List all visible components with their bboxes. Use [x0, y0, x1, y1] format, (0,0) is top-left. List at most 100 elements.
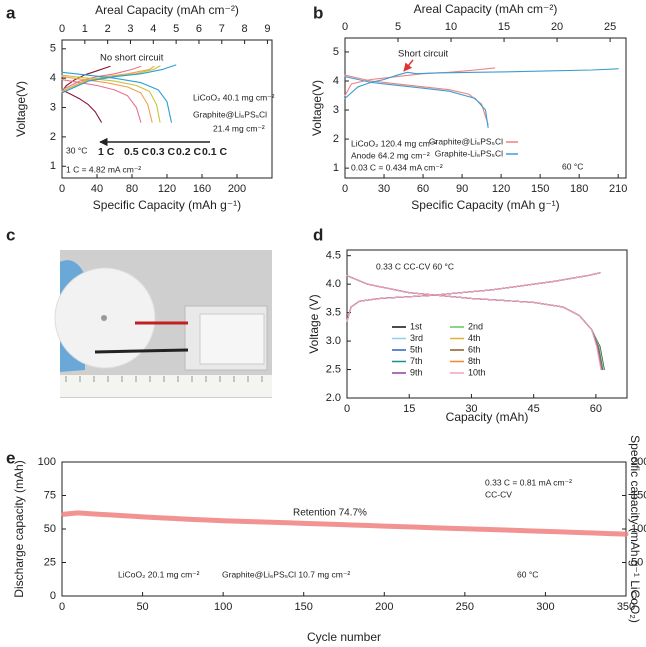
y-tick-label: 2	[50, 131, 56, 143]
y-tick-label: 25	[44, 556, 56, 568]
legend-label: 10th	[468, 367, 486, 377]
annotation: Graphite@Li₆PS₅Cl 10.7 mg cm⁻²	[222, 569, 350, 579]
x-tick-label: 300	[536, 601, 554, 613]
arrow	[403, 59, 414, 72]
annotation: 0.03 C = 0.434 mA cm⁻²	[351, 162, 443, 172]
y-tick-label: 2	[333, 133, 339, 145]
y-tick-label: 5	[333, 46, 339, 58]
y-tick-label: 75	[44, 489, 56, 501]
x-tick-label: 100	[214, 601, 232, 613]
x2-tick-label: 7	[219, 23, 225, 35]
y-tick-label: 4.0	[326, 278, 341, 290]
y-axis-label: Discharge capacity (mAh)	[12, 460, 26, 597]
y-tick-label: 1	[50, 160, 56, 172]
data-line	[61, 76, 153, 123]
legend-label: 2nd	[468, 321, 483, 331]
y-tick-label: 4	[333, 75, 339, 87]
data-line	[61, 64, 177, 94]
panel-label: a	[6, 3, 16, 22]
x-axis-label: Capacity (mAh)	[446, 410, 529, 424]
y-axis-label: Voltage(V)	[310, 80, 324, 136]
x-tick-label: 200	[375, 601, 393, 613]
annotation: LiCoO₂ 20.1 mg cm⁻²	[118, 569, 200, 579]
x-tick-label: 45	[528, 403, 540, 415]
annotation: Graphite@Li₆PS₅Cl	[193, 109, 267, 119]
legend-label: 1 C	[98, 146, 115, 158]
photo	[54, 250, 272, 398]
x-tick-label: 160	[193, 183, 211, 195]
x-tick-label: 0	[342, 183, 348, 195]
y-tick-label: 50	[44, 523, 56, 535]
data-line	[344, 67, 496, 97]
x-tick-label: 60	[417, 183, 429, 195]
x-tick-label: 0	[59, 183, 65, 195]
x-tick-label: 150	[295, 601, 313, 613]
x-tick-label: 0	[59, 601, 65, 613]
y-tick-label: 3	[50, 101, 56, 113]
annotation: Retention 74.7%	[293, 508, 367, 519]
data-line	[61, 71, 172, 123]
legend-label: 0.2 C	[176, 146, 202, 158]
x-tick-label: 90	[456, 183, 468, 195]
x-tick-label: 350	[617, 601, 635, 613]
x-tick-label: 0	[344, 403, 350, 415]
x-tick-label: 180	[570, 183, 588, 195]
x2-tick-label: 2	[105, 23, 111, 35]
x2-axis-label: Areal Capacity (mAh cm⁻²)	[95, 3, 239, 17]
y-axis-label: Voltage (V)	[307, 294, 321, 353]
y2-tick-label: 0	[631, 590, 637, 602]
legend-label: 0.1 C	[202, 146, 228, 158]
y-axis-label: Voltage(V)	[14, 81, 28, 137]
legend-label: 8th	[468, 356, 481, 366]
y-tick-label: 5	[50, 43, 56, 55]
x2-tick-label: 6	[196, 23, 202, 35]
y-tick-label: 1	[333, 162, 339, 174]
x-tick-label: 150	[531, 183, 549, 195]
x-tick-label: 210	[609, 183, 627, 195]
plot-frame	[346, 249, 628, 399]
annotation: No short circuit	[100, 53, 164, 64]
y-tick-label: 4	[50, 72, 56, 84]
x2-tick-label: 1	[82, 23, 88, 35]
legend-label: 9th	[410, 367, 423, 377]
x2-axis-label: Areal Capacity (mAh cm⁻²)	[414, 2, 558, 16]
annotation: LiCoO₂ 120.4 mg cm⁻²	[351, 138, 437, 148]
annotation: LiCoO₂ 40.1 mg cm⁻²	[193, 92, 275, 102]
y2-tick-label: 50	[631, 556, 643, 568]
y-tick-label: 100	[38, 456, 56, 468]
x2-tick-label: 10	[445, 21, 457, 33]
x2-tick-label: 0	[342, 21, 348, 33]
x2-tick-label: 4	[150, 23, 156, 35]
x2-tick-label: 0	[59, 23, 65, 35]
data-line	[346, 272, 601, 322]
panel-label: b	[313, 3, 323, 22]
legend-label: 3rd	[410, 333, 423, 343]
panel-label: e	[6, 448, 15, 467]
data-line	[346, 275, 602, 371]
x2-tick-label: 8	[242, 23, 248, 35]
x-tick-label: 30	[378, 183, 390, 195]
x-tick-label: 60	[590, 403, 602, 415]
y-tick-label: 2.5	[326, 363, 341, 375]
x2-tick-label: 20	[551, 21, 563, 33]
x2-tick-label: 25	[604, 21, 616, 33]
annotation: Short circuit	[398, 49, 449, 60]
plot-frame	[344, 37, 627, 179]
x2-tick-label: 15	[498, 21, 510, 33]
annotation: 0.33 C CC-CV 60 °C	[376, 261, 454, 271]
x-tick-label: 80	[126, 183, 138, 195]
legend-label: 0.3 C	[150, 146, 176, 158]
x2-tick-label: 5	[173, 23, 179, 35]
x2-tick-label: 3	[127, 23, 133, 35]
annotation: 21.4 mg cm⁻²	[213, 123, 265, 133]
y2-tick-label: 200	[631, 456, 646, 468]
y-tick-label: 3.0	[326, 335, 341, 347]
x-tick-label: 50	[136, 601, 148, 613]
legend-label: 1st	[410, 321, 423, 331]
panel-label: d	[313, 225, 323, 244]
y-tick-label: 4.5	[326, 250, 341, 262]
annotation: 1 C = 4.82 mA cm⁻²	[66, 164, 141, 174]
legend-label: 0.5 C	[124, 146, 150, 158]
data-line	[344, 76, 489, 129]
